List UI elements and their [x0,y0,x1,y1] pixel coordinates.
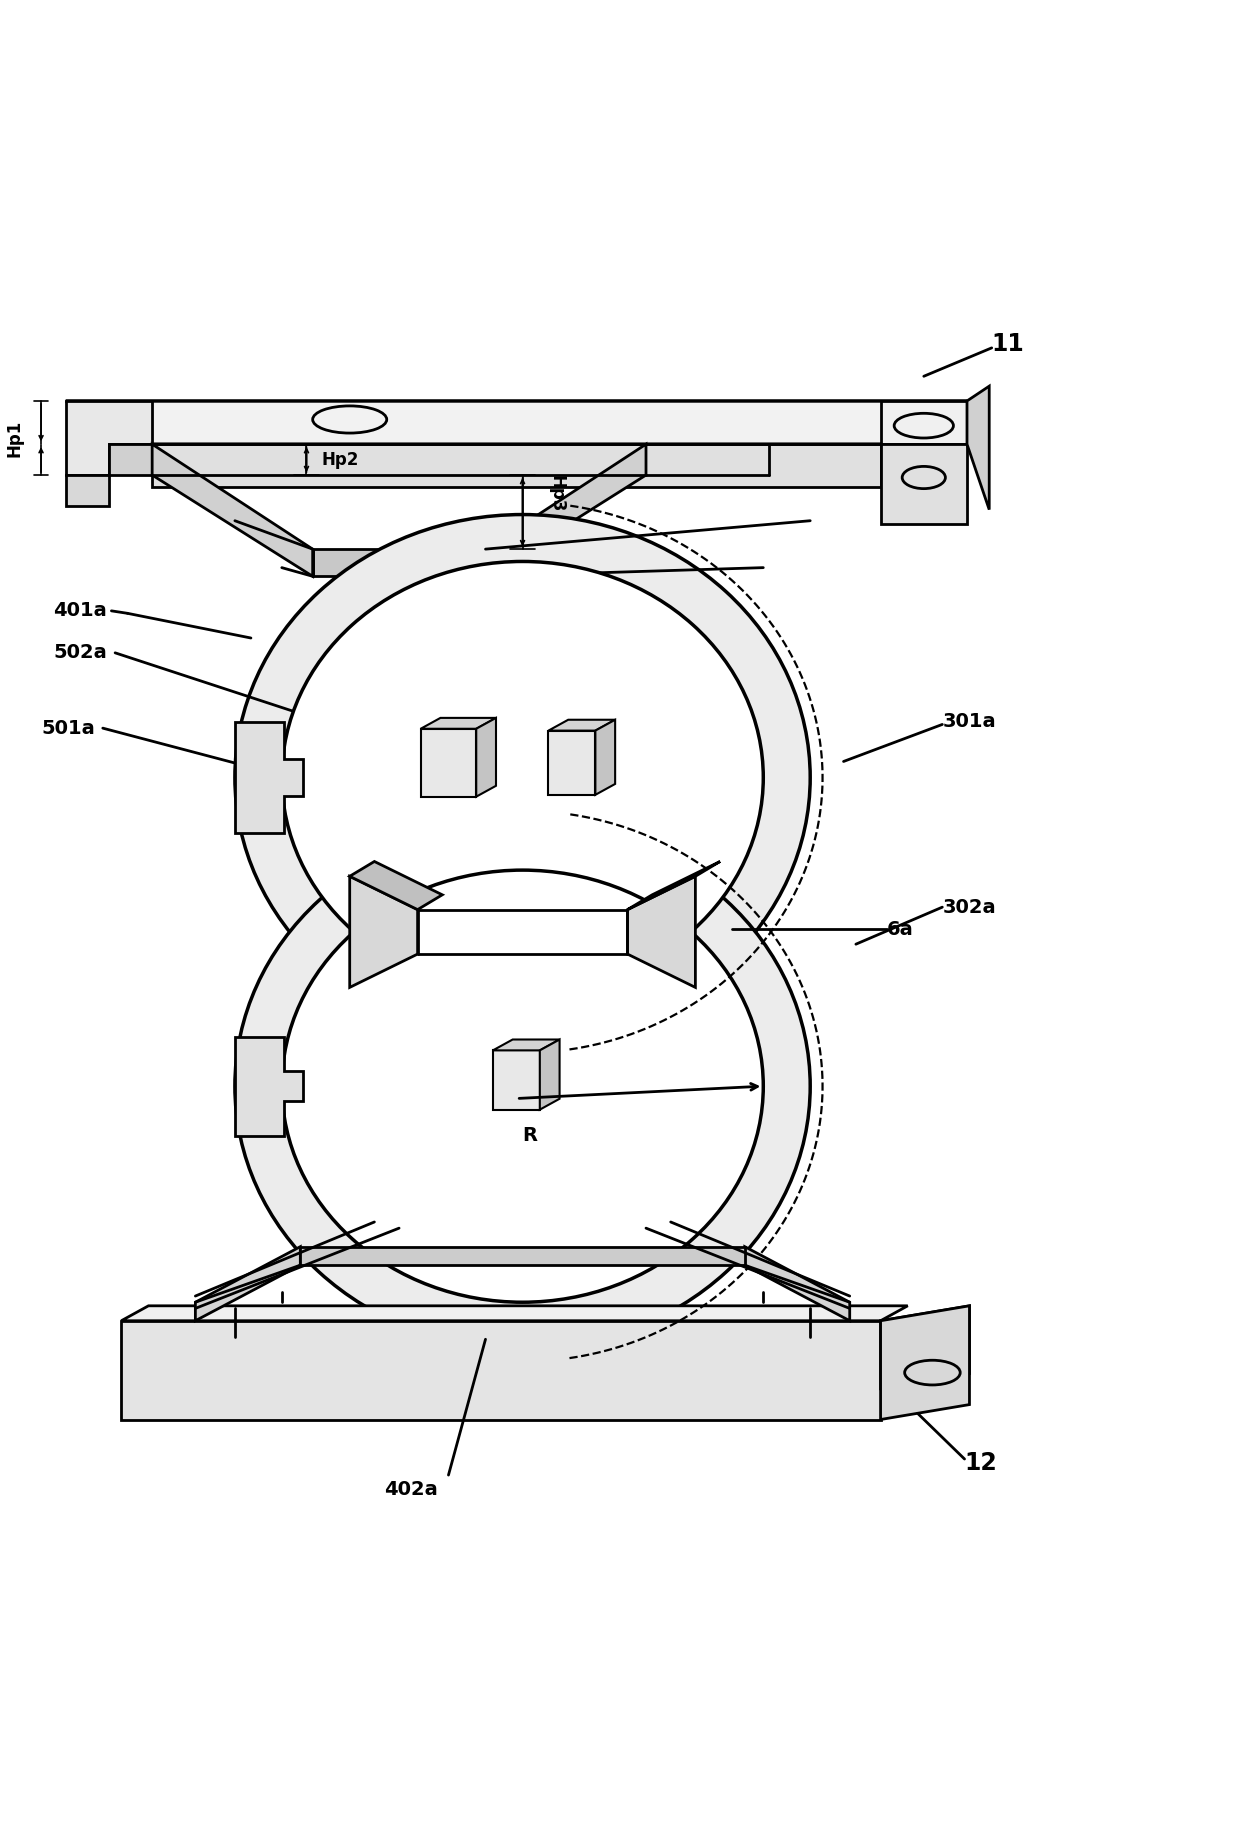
Text: R: R [522,1125,538,1144]
Text: 402a: 402a [384,1480,438,1499]
Text: 501a: 501a [41,719,94,737]
Text: 401a: 401a [53,601,107,620]
Polygon shape [548,730,595,794]
Polygon shape [595,719,615,794]
Polygon shape [66,401,967,445]
Polygon shape [196,1247,300,1320]
Polygon shape [476,717,496,796]
Polygon shape [122,1306,908,1320]
Polygon shape [66,401,153,474]
Text: 12: 12 [965,1451,997,1475]
Text: 11: 11 [992,333,1024,357]
Polygon shape [420,728,476,796]
Polygon shape [122,1320,880,1420]
Polygon shape [234,723,303,833]
Polygon shape [494,1050,539,1109]
Polygon shape [109,445,153,474]
Text: 301a: 301a [942,712,996,732]
Polygon shape [880,1306,970,1388]
Text: 502a: 502a [53,644,107,662]
Polygon shape [539,1039,559,1109]
Polygon shape [153,445,312,576]
Polygon shape [548,719,615,730]
Text: 6a: 6a [887,920,914,940]
Polygon shape [880,401,967,445]
Polygon shape [66,474,109,506]
Polygon shape [350,877,418,988]
Polygon shape [350,861,443,910]
Polygon shape [745,1247,849,1320]
Polygon shape [627,877,696,988]
Polygon shape [300,1247,745,1265]
Text: Hp3: Hp3 [547,474,565,513]
Polygon shape [967,386,990,509]
Polygon shape [486,445,646,576]
Ellipse shape [281,561,764,993]
Polygon shape [234,1037,303,1135]
Text: Hp2: Hp2 [321,451,358,469]
Polygon shape [312,550,486,576]
Text: 302a: 302a [942,897,996,916]
Ellipse shape [234,824,810,1350]
Polygon shape [494,1039,559,1050]
Polygon shape [880,1306,970,1420]
Ellipse shape [281,870,764,1302]
Polygon shape [420,717,496,728]
Ellipse shape [234,515,810,1041]
Polygon shape [880,445,967,524]
Polygon shape [153,445,880,487]
Polygon shape [627,861,720,910]
Text: Hp1: Hp1 [6,419,24,456]
